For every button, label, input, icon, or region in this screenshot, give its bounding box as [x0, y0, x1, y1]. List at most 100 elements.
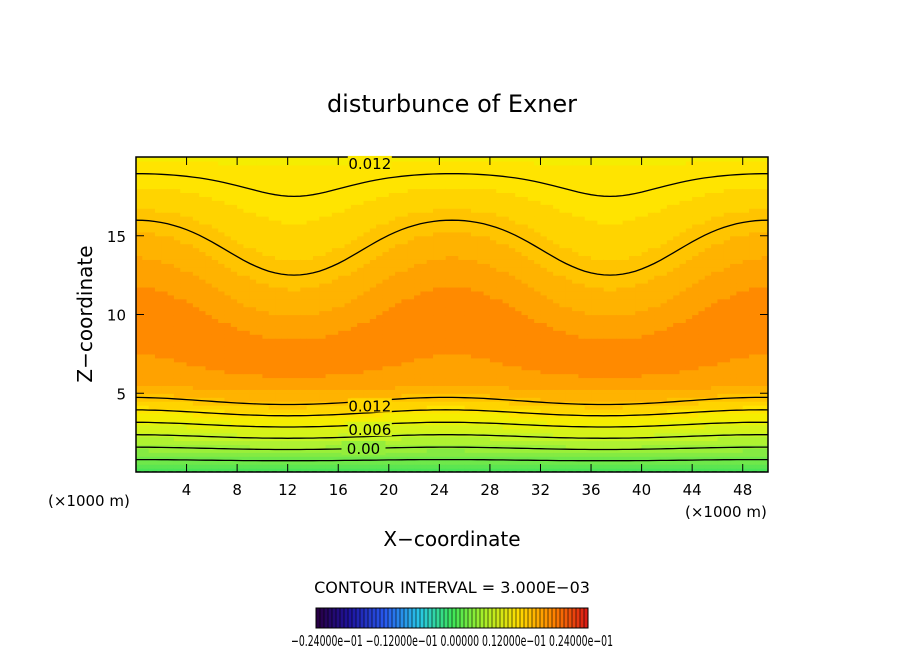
- heatmap-cell: [173, 157, 181, 162]
- heatmap-cell: [312, 251, 320, 257]
- heatmap-cell: [331, 322, 339, 327]
- heatmap-cell: [294, 227, 301, 233]
- heatmap-cell: [142, 389, 150, 394]
- heatmap-cell: [199, 326, 207, 331]
- heatmap-cell: [483, 223, 491, 229]
- heatmap-cell: [319, 452, 327, 457]
- heatmap-cell: [489, 227, 497, 233]
- heatmap-cell: [294, 361, 301, 367]
- heatmap-cell: [300, 373, 308, 379]
- heatmap-cell: [382, 251, 390, 257]
- heatmap-cell: [142, 310, 150, 316]
- heatmap-cell: [142, 436, 150, 442]
- heatmap-cell: [268, 255, 276, 260]
- heatmap-cell: [199, 172, 207, 178]
- heatmap-cell: [148, 188, 156, 194]
- heatmap-cell: [262, 160, 270, 166]
- heatmap-cell: [464, 306, 472, 312]
- heatmap-cell: [521, 369, 529, 375]
- heatmap-cell: [199, 204, 207, 209]
- heatmap-cell: [363, 326, 371, 331]
- heatmap-cell: [382, 393, 390, 398]
- heatmap-cell: [249, 216, 257, 221]
- heatmap-cell: [395, 334, 403, 339]
- heatmap-cell: [243, 223, 251, 229]
- heatmap-cell: [275, 330, 282, 335]
- heatmap-cell: [230, 405, 238, 410]
- heatmap-cell: [477, 212, 485, 217]
- heatmap-cell: [426, 393, 434, 398]
- heatmap-cell: [287, 180, 295, 186]
- heatmap-cell: [464, 227, 472, 233]
- heatmap-cell: [439, 184, 447, 190]
- heatmap-cell: [211, 283, 219, 288]
- heatmap-cell: [294, 357, 301, 363]
- heatmap-cell: [287, 184, 295, 190]
- heatmap-cell: [464, 200, 472, 205]
- heatmap-cell: [211, 334, 219, 339]
- heatmap-cell: [452, 259, 459, 264]
- heatmap-cell: [426, 160, 434, 166]
- heatmap-cell: [439, 164, 447, 170]
- heatmap-cell: [186, 168, 194, 174]
- heatmap-cell: [464, 259, 472, 264]
- heatmap-cell: [243, 338, 251, 343]
- heatmap-cell: [199, 184, 207, 190]
- heatmap-cell: [161, 424, 169, 430]
- heatmap-cell: [192, 385, 200, 390]
- heatmap-cell: [192, 409, 200, 414]
- heatmap-cell: [148, 227, 156, 233]
- heatmap-cell: [470, 239, 478, 245]
- heatmap-cell: [407, 279, 415, 284]
- heatmap-cell: [521, 346, 529, 351]
- heatmap-cell: [256, 306, 263, 312]
- heatmap-cell: [414, 208, 421, 213]
- heatmap-cell: [186, 330, 194, 335]
- heatmap-cell: [515, 263, 523, 268]
- heatmap-cell: [439, 231, 447, 237]
- heatmap-cell: [136, 349, 143, 355]
- heatmap-cell: [420, 338, 428, 343]
- heatmap-cell: [243, 176, 251, 182]
- heatmap-cell: [294, 200, 301, 205]
- heatmap-cell: [262, 302, 270, 308]
- heatmap-cell: [350, 314, 358, 320]
- heatmap-cell: [420, 176, 428, 182]
- heatmap-cell: [515, 231, 523, 237]
- heatmap-cell: [306, 294, 314, 300]
- heatmap-cell: [382, 385, 390, 390]
- heatmap-cell: [433, 397, 440, 402]
- heatmap-cell: [464, 160, 472, 166]
- heatmap-cell: [433, 365, 440, 371]
- heatmap-cell: [325, 342, 333, 347]
- heatmap-cell: [483, 286, 491, 292]
- heatmap-cell: [262, 314, 270, 320]
- heatmap-cell: [199, 444, 207, 449]
- heatmap-cell: [489, 247, 497, 253]
- heatmap-cell: [452, 353, 459, 359]
- heatmap-cell: [357, 416, 365, 422]
- heatmap-cell: [527, 397, 535, 402]
- heatmap-cell: [350, 196, 358, 201]
- heatmap-cell: [243, 196, 251, 201]
- heatmap-cell: [243, 393, 251, 398]
- heatmap-cell: [230, 204, 238, 209]
- heatmap-cell: [470, 157, 478, 162]
- heatmap-cell: [395, 298, 403, 304]
- heatmap-cell: [395, 326, 403, 331]
- heatmap-cell: [306, 180, 314, 186]
- heatmap-cell: [508, 357, 516, 363]
- heatmap-cell: [136, 251, 143, 257]
- heatmap-cell: [325, 168, 333, 174]
- heatmap-cell: [521, 172, 529, 178]
- heatmap-cell: [521, 267, 529, 272]
- heatmap-cell: [230, 377, 238, 383]
- heatmap-cell: [325, 180, 333, 186]
- heatmap-cell: [237, 271, 245, 276]
- heatmap-cell: [363, 192, 371, 197]
- heatmap-cell: [331, 334, 339, 339]
- heatmap-cell: [281, 456, 289, 461]
- heatmap-cell: [388, 302, 396, 308]
- heatmap-cell: [458, 164, 466, 170]
- heatmap-cell: [180, 365, 188, 371]
